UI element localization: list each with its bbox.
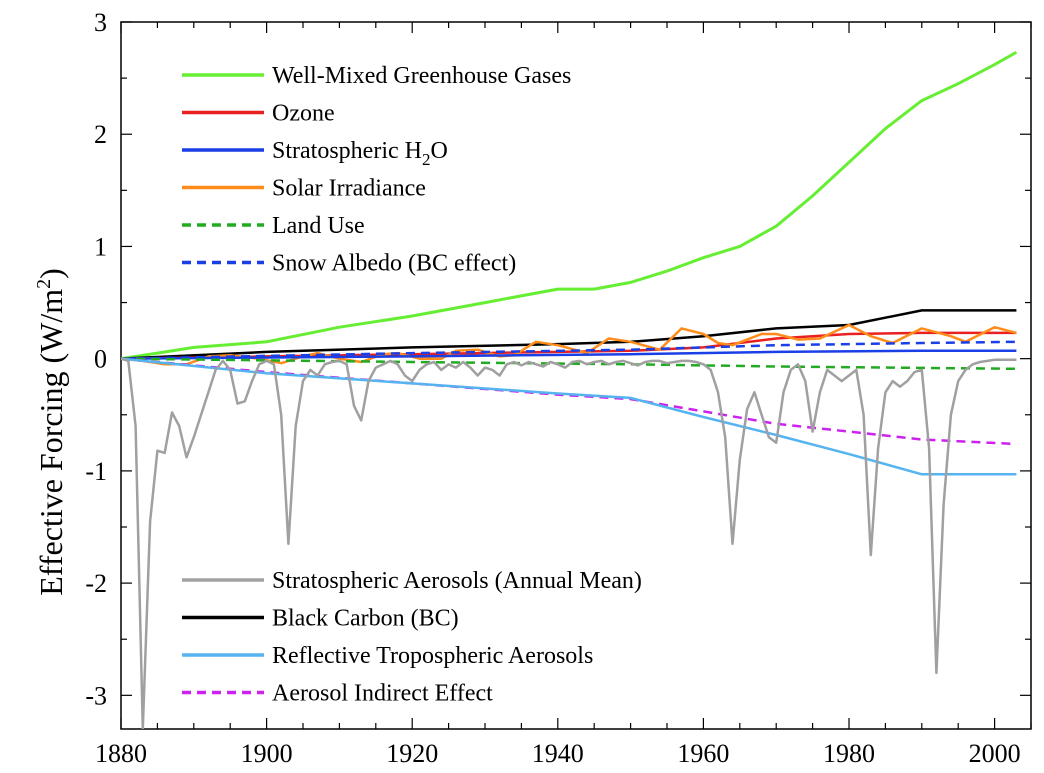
y-axis-label: Effective Forcing (W/m2)	[33, 268, 69, 596]
y-tick-label: -1	[85, 457, 107, 486]
series-line-bc	[121, 309, 1017, 360]
series-line-solar	[121, 323, 1017, 366]
top-legend-label: Snow Albedo (BC effect)	[272, 251, 516, 277]
x-tick-label: 1920	[386, 739, 438, 768]
top-legend-label: Land Use	[272, 213, 365, 239]
top-legend-label: Well-Mixed Greenhouse Gases	[272, 63, 571, 89]
series-line-wmghg	[121, 50, 1018, 361]
axes: 1880 1900 1920 1940 1960 1980 2000 3 2 1 0 -1 -2 -3	[85, 8, 1032, 768]
series-line-rta	[121, 357, 1017, 476]
x-tick-label: 1960	[677, 739, 729, 768]
x-tick-label: 2000	[969, 739, 1021, 768]
series-line-aie	[121, 357, 1017, 446]
bottom-legend-label: Reflective Tropospheric Aerosols	[272, 643, 593, 669]
legend: Well-Mixed Greenhouse Gases Ozone Stratosp…	[182, 63, 642, 707]
bottom-legend-label: Black Carbon (BC)	[272, 606, 459, 632]
bottom-legend-label: Stratospheric Aerosols (Annual Mean)	[272, 568, 642, 594]
x-tick-label: 1980	[823, 739, 875, 768]
y-tick-label: 1	[94, 232, 107, 261]
top-legend-label: Solar Irradiance	[272, 176, 426, 202]
top-legend-label: Ozone	[272, 101, 335, 127]
series-lines	[121, 50, 1018, 729]
series-line-h2o	[121, 349, 1017, 360]
x-tick-label: 1880	[95, 739, 147, 768]
y-tick-label: 3	[94, 8, 107, 37]
y-tick-label: -3	[85, 681, 107, 710]
x-tick-label: 1900	[241, 739, 293, 768]
y-tick-label: -2	[85, 569, 107, 598]
series-line-snow	[121, 340, 1017, 360]
series-line-strataer	[121, 357, 1017, 729]
top-legend-label: Stratospheric H2O	[272, 138, 448, 169]
series-line-landuse	[121, 357, 1017, 371]
bottom-legend-label: Aerosol Indirect Effect	[272, 681, 493, 707]
plot-frame	[120, 21, 1032, 730]
y-tick-label: 0	[94, 345, 107, 374]
x-tick-label: 1940	[532, 739, 584, 768]
y-tick-label: 2	[94, 120, 107, 149]
